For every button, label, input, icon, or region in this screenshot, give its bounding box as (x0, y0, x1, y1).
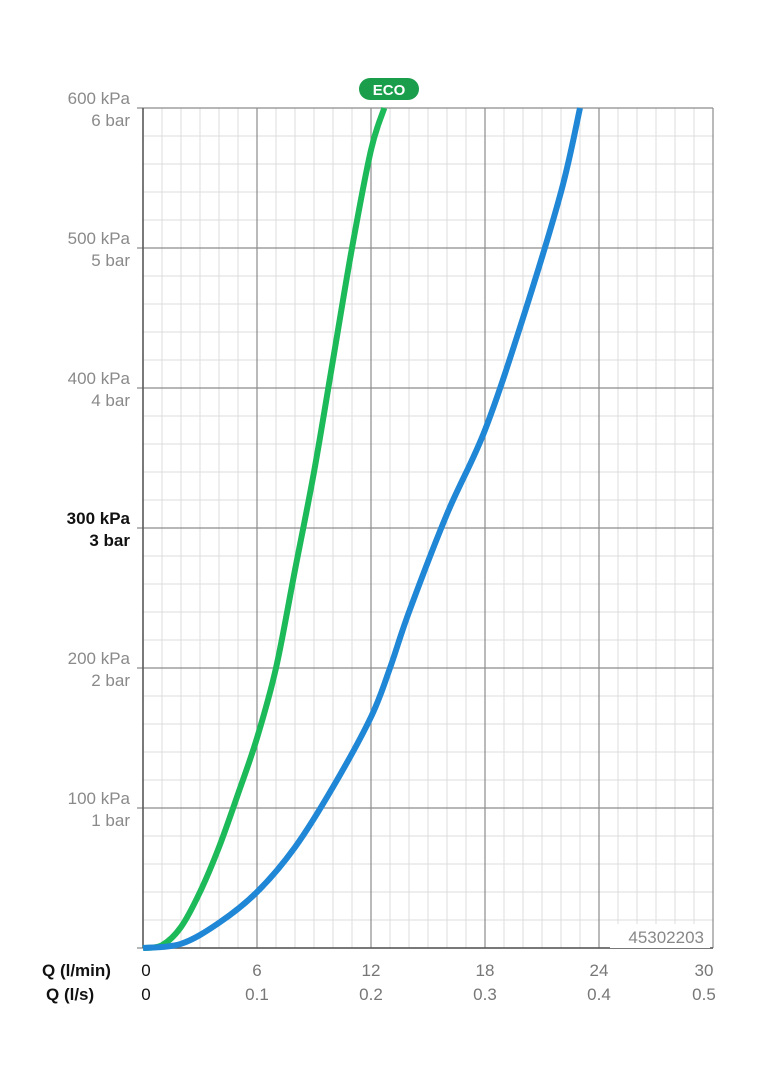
x-tick-label-ls: 0.5 (692, 985, 716, 1004)
x-tick-label-ls: 0.1 (245, 985, 269, 1004)
eco-badge-background (359, 78, 419, 100)
y-tick-label-bar: 6 bar (91, 111, 130, 130)
x-tick-label-lmin: 6 (252, 961, 261, 980)
x-tick-label-lmin: 0 (141, 961, 150, 980)
y-tick-label-kpa: 200 kPa (68, 649, 131, 668)
y-tick-label-kpa: 500 kPa (68, 229, 131, 248)
x-tick-label-lmin: 30 (695, 961, 714, 980)
x-tick-label-ls: 0.2 (359, 985, 383, 1004)
x-tick-label-lmin: 18 (476, 961, 495, 980)
eco-badge-label: ECO (373, 82, 406, 99)
y-axis-labels: 100 kPa 1 bar 200 kPa 2 bar 300 kPa 3 bar 400 … (67, 89, 131, 830)
x-tick-label-ls: 0.3 (473, 985, 497, 1004)
product-code-background (610, 924, 710, 948)
y-tick-label-kpa: 100 kPa (68, 789, 131, 808)
grid-major (137, 107, 714, 949)
x-tick-label-ls: 0.4 (587, 985, 611, 1004)
eco-badge: ECO (359, 78, 419, 100)
x-axis-title-secondary: Q (l/s) (46, 985, 94, 1004)
y-tick-label-bar: 4 bar (91, 391, 130, 410)
x-tick-label-lmin: 12 (362, 961, 381, 980)
y-tick-label-bar: 5 bar (91, 251, 130, 270)
y-tick-label-kpa: 600 kPa (68, 89, 131, 108)
x-tick-label-ls: 0 (141, 985, 150, 1004)
y-tick-label-bar: 3 bar (89, 531, 130, 550)
x-tick-label-lmin: 24 (590, 961, 609, 980)
x-axis-title-primary: Q (l/min) (42, 961, 111, 980)
y-tick-label-kpa: 400 kPa (68, 369, 131, 388)
y-tick-label-kpa: 300 kPa (67, 509, 131, 528)
x-axis-labels: 0 0 6 0.1 12 0.2 18 0.3 24 0.4 30 0.5 (141, 961, 716, 1004)
product-code: 45302203 (610, 924, 710, 948)
curves (142, 107, 583, 951)
eco-flow-curve (142, 107, 388, 951)
standard-flow-curve (142, 107, 583, 951)
product-code-text: 45302203 (628, 928, 704, 947)
y-tick-label-bar: 2 bar (91, 671, 130, 690)
y-tick-label-bar: 1 bar (91, 811, 130, 830)
